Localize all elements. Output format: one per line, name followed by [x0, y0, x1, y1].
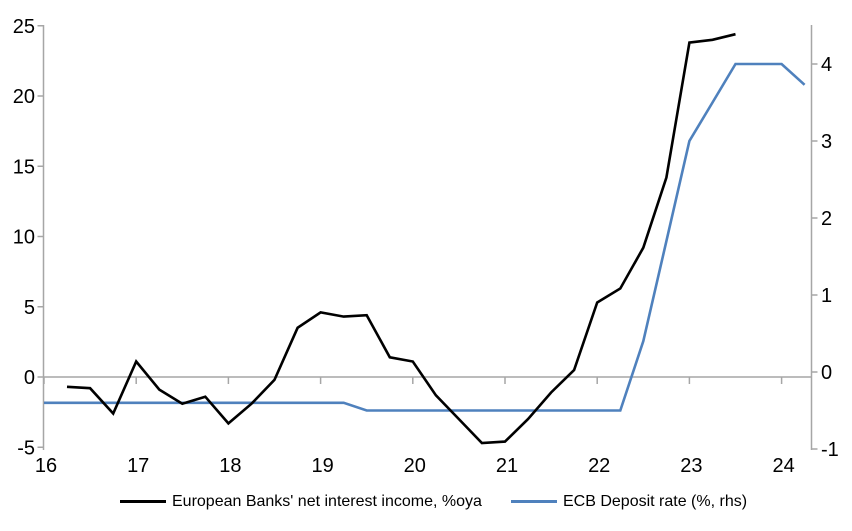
ecb-line-swatch: [511, 500, 557, 503]
x-axis-tick-label: 21: [496, 455, 518, 477]
left-axis-tick-label: 20: [13, 86, 35, 108]
left-axis-tick-label: 10: [13, 227, 35, 249]
right-axis-tick-label: 2: [821, 208, 832, 230]
left-axis-tick-label: 0: [24, 367, 35, 389]
x-axis-tick-label: 24: [772, 455, 794, 477]
legend-item-ecb: ECB Deposit rate (%, rhs): [511, 493, 747, 510]
left-axis-tick-label: 15: [13, 156, 35, 178]
legend-label-nii: European Banks' net interest income, %oy…: [172, 493, 482, 510]
left-axis-tick-label: 25: [13, 16, 35, 38]
x-axis-tick-label: 18: [219, 455, 241, 477]
x-axis-tick-label: 20: [404, 455, 426, 477]
legend-label-ecb: ECB Deposit rate (%, rhs): [563, 493, 748, 510]
nii-series-line: [66, 32, 736, 445]
right-axis-tick-label: -1: [821, 439, 839, 461]
left-axis-tick-label: -5: [17, 437, 35, 459]
legend-item-nii: European Banks' net interest income, %oy…: [120, 493, 482, 510]
x-axis-tick-label: 23: [680, 455, 702, 477]
x-axis-tick-label: 16: [35, 455, 57, 477]
right-axis-tick-label: 4: [821, 54, 832, 76]
nii-line-swatch: [120, 500, 166, 503]
right-axis-tick-label: 3: [821, 131, 832, 153]
ecb-series-line: [44, 62, 806, 412]
x-axis-tick-label: 19: [311, 455, 333, 477]
right-axis-tick-label: 1: [821, 285, 832, 307]
x-axis-tick-label: 17: [127, 455, 149, 477]
x-axis-tick-label: 22: [588, 455, 610, 477]
left-axis-tick-label: 5: [24, 297, 35, 319]
right-axis-tick-label: 0: [821, 362, 832, 384]
